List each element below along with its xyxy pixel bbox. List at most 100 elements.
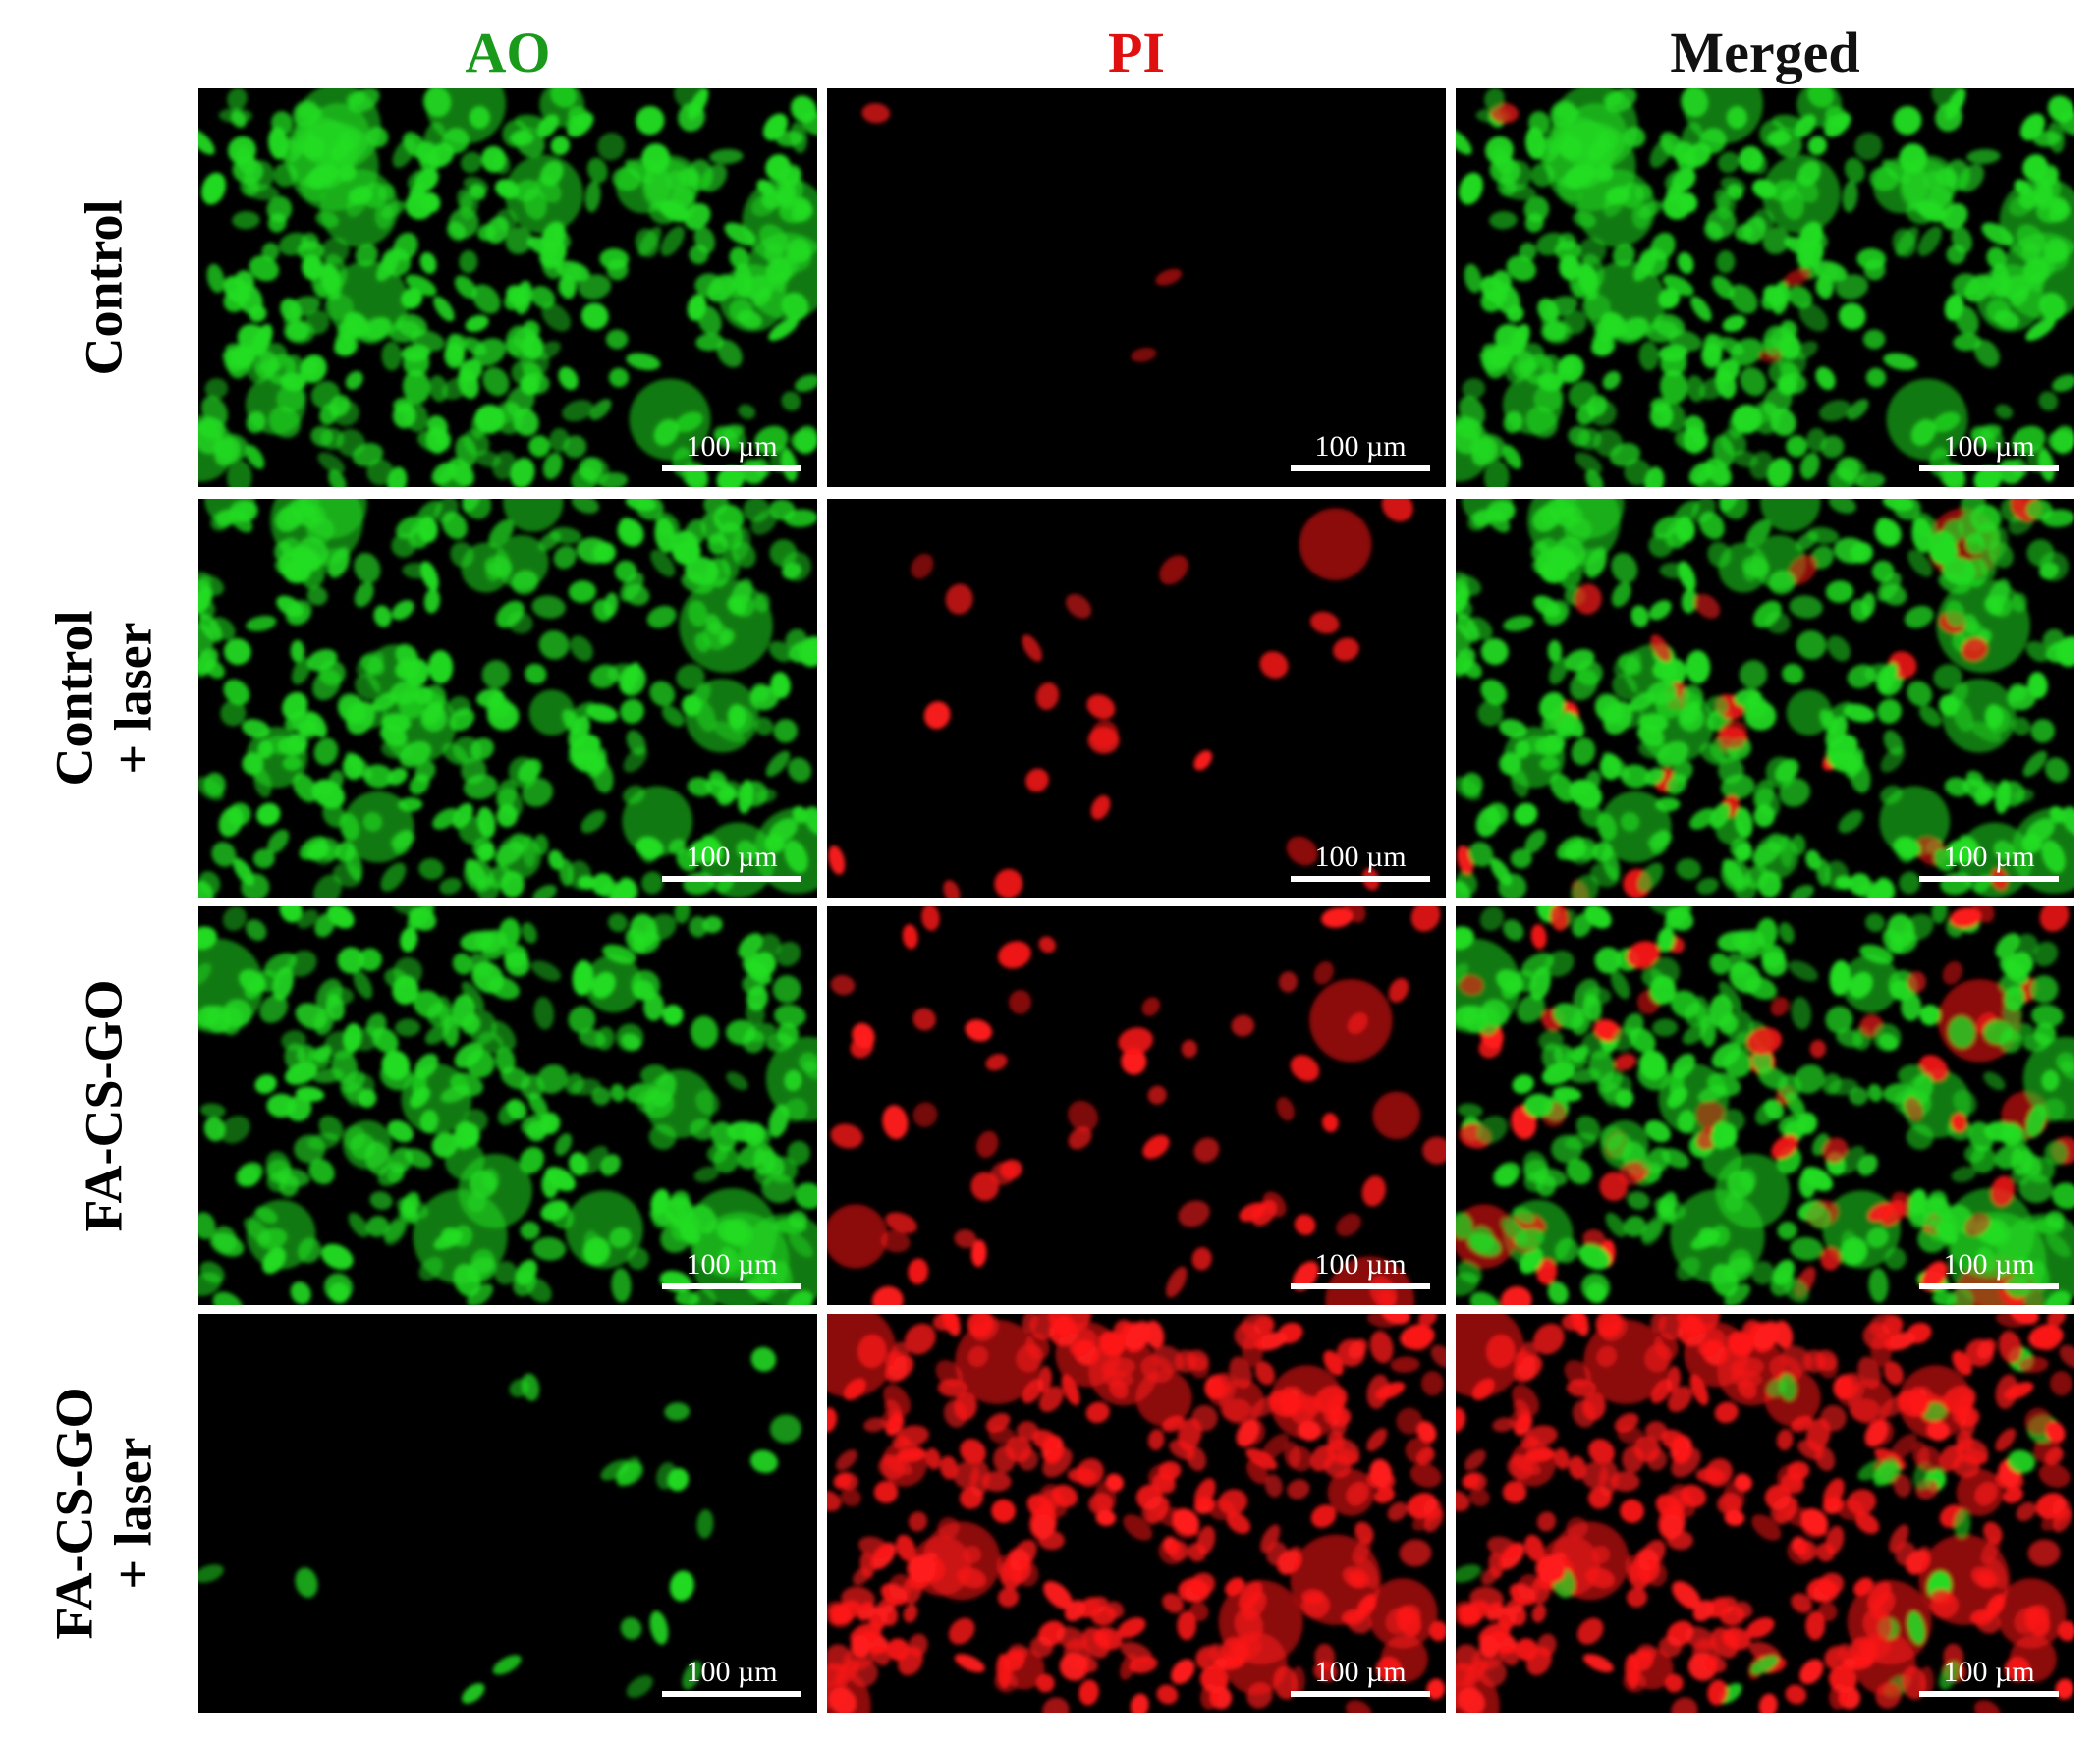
live-cell bbox=[283, 312, 309, 341]
live-cell bbox=[1980, 425, 2005, 453]
dead-cell bbox=[1409, 1463, 1442, 1488]
dead-cell bbox=[1610, 1471, 1640, 1492]
dead-cell bbox=[943, 880, 961, 898]
live-cell bbox=[279, 906, 303, 923]
dead-cell bbox=[2018, 1356, 2049, 1373]
live-cell bbox=[223, 289, 247, 313]
live-cell bbox=[750, 193, 778, 217]
live-cell bbox=[1760, 944, 1786, 969]
live-cell bbox=[198, 129, 215, 155]
live-cell bbox=[1862, 329, 1886, 350]
live-cell bbox=[525, 1278, 552, 1303]
live-cell bbox=[1533, 383, 1564, 412]
live-cell bbox=[674, 906, 691, 924]
live-cell bbox=[1631, 202, 1651, 230]
live-cell bbox=[1753, 804, 1776, 828]
cell-image bbox=[827, 1314, 1446, 1713]
live-cell bbox=[592, 541, 617, 564]
live-cell bbox=[1697, 1085, 1727, 1103]
live-cell bbox=[482, 366, 510, 397]
live-cell bbox=[1459, 172, 1484, 205]
live-cell bbox=[1464, 263, 1482, 294]
live-cell bbox=[1778, 1373, 1797, 1401]
live-cell bbox=[426, 142, 455, 168]
live-cell bbox=[272, 966, 294, 1001]
dead-cell bbox=[967, 1314, 994, 1338]
live-cell bbox=[1671, 1053, 1696, 1079]
live-cell bbox=[1945, 88, 1966, 120]
live-cell bbox=[235, 146, 256, 176]
live-cell bbox=[600, 1459, 630, 1481]
live-cell bbox=[324, 294, 354, 321]
live-cell bbox=[1519, 1247, 1544, 1275]
live-cell bbox=[1575, 1115, 1601, 1141]
live-cell bbox=[1456, 776, 1482, 801]
live-cell bbox=[1860, 592, 1876, 618]
live-cell bbox=[460, 931, 494, 953]
live-cell bbox=[728, 706, 754, 734]
dead-cell bbox=[896, 1447, 927, 1463]
live-cell bbox=[1835, 875, 1854, 890]
live-cell bbox=[541, 302, 572, 332]
live-cell bbox=[469, 105, 490, 130]
live-cell bbox=[1511, 768, 1529, 798]
live-cell bbox=[1985, 706, 2012, 734]
dead-cell bbox=[1268, 1390, 1299, 1418]
live-cell bbox=[315, 211, 340, 228]
dead-cell bbox=[1288, 1445, 1313, 1472]
live-cell bbox=[1644, 767, 1665, 786]
live-cell bbox=[531, 595, 566, 619]
live-cell bbox=[418, 1256, 443, 1281]
live-cell bbox=[1911, 518, 1933, 553]
dead-cell bbox=[1764, 1484, 1792, 1510]
live-cell bbox=[380, 862, 407, 892]
live-cell bbox=[1480, 679, 1508, 706]
live-cell bbox=[1543, 603, 1568, 625]
live-cell bbox=[410, 1086, 431, 1109]
dead-cell bbox=[1294, 1214, 1316, 1236]
dead-cell bbox=[1314, 1643, 1336, 1670]
dead-cell bbox=[1385, 1608, 1410, 1635]
live-cell bbox=[1560, 565, 1582, 589]
live-cell bbox=[1876, 517, 1898, 544]
live-cell bbox=[620, 1617, 642, 1640]
live-cell bbox=[1544, 950, 1575, 977]
dead-cell bbox=[896, 1534, 916, 1562]
dead-cell bbox=[1260, 1524, 1281, 1554]
scale-bar-label: 100 µm bbox=[1314, 430, 1407, 463]
dead-cell bbox=[1387, 1501, 1408, 1522]
live-cell bbox=[1684, 1002, 1708, 1027]
dead-cell bbox=[1352, 1538, 1371, 1564]
live-cell bbox=[1638, 1050, 1668, 1081]
dead-cell bbox=[1345, 1700, 1372, 1713]
live-cell bbox=[579, 1028, 607, 1048]
live-cell bbox=[328, 469, 347, 487]
live-cell bbox=[558, 366, 579, 391]
live-cell bbox=[716, 465, 745, 487]
live-cell bbox=[737, 1145, 765, 1170]
live-cell bbox=[1709, 802, 1731, 829]
live-cell bbox=[1993, 840, 2015, 861]
dead-cell bbox=[1995, 1428, 2017, 1452]
scale-bar-line bbox=[662, 465, 801, 471]
live-cell bbox=[1835, 274, 1869, 300]
live-cell bbox=[1581, 253, 1605, 288]
live-cell bbox=[317, 452, 346, 474]
dead-cell bbox=[835, 1449, 857, 1471]
live-cell bbox=[1511, 350, 1535, 380]
live-cell bbox=[462, 499, 481, 513]
dead-cell bbox=[1710, 1627, 1739, 1659]
row-label-fa-cs-go: FA-CS-GO bbox=[74, 979, 134, 1232]
live-cell bbox=[387, 1119, 414, 1143]
dead-cell bbox=[1697, 1340, 1719, 1357]
dead-cell bbox=[1660, 1514, 1685, 1538]
live-cell bbox=[1652, 1018, 1679, 1037]
scale-bar-line bbox=[662, 876, 801, 882]
live-cell bbox=[482, 1168, 500, 1190]
live-cell bbox=[1893, 499, 1921, 520]
dead-cell bbox=[1985, 1556, 2008, 1589]
dead-cell bbox=[1833, 1375, 1853, 1400]
live-cell bbox=[1484, 88, 1505, 111]
live-cell bbox=[1470, 1226, 1495, 1253]
live-cell bbox=[585, 703, 618, 723]
